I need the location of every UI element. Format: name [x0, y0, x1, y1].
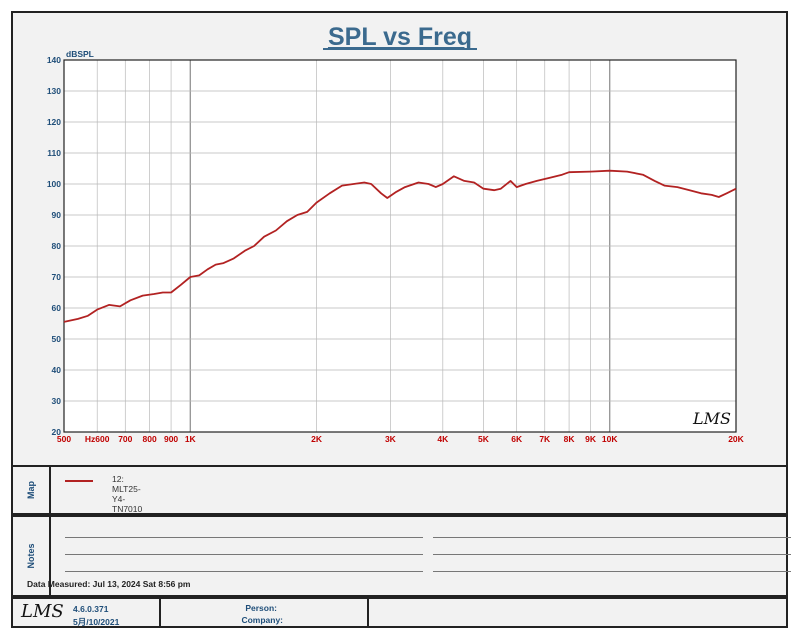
note-line: [65, 537, 423, 538]
x-tick-label: 20K: [728, 434, 744, 444]
footer-panel: LMS 4.6.0.371 5月/10/2021 Person: Company…: [11, 597, 788, 628]
legend-entry: 12: MLT25-Y4-TN7010: [112, 474, 143, 514]
y-tick-label: 20: [52, 427, 62, 437]
y-tick-label: 120: [47, 117, 61, 127]
note-line: [65, 554, 423, 555]
y-tick-label: 50: [52, 334, 62, 344]
footer-version-cell: LMS 4.6.0.371 5月/10/2021: [13, 599, 161, 627]
map-panel: Map 12: MLT25-Y4-TN7010: [11, 465, 788, 515]
y-tick-label: 100: [47, 179, 61, 189]
y-tick-label: 90: [52, 210, 62, 220]
x-tick-label: 700: [118, 434, 132, 444]
y-tick-label: 130: [47, 86, 61, 96]
x-tick-label: 1K: [185, 434, 197, 444]
x-tick-label: Hz600: [85, 434, 110, 444]
x-tick-label: 7K: [539, 434, 551, 444]
footer-person-cell: Person: Company:: [161, 599, 369, 626]
version-date: 5月/10/2021: [73, 617, 120, 627]
x-tick-label: 8K: [564, 434, 576, 444]
plot-border: [63, 59, 737, 433]
y-tick-label: 110: [47, 148, 61, 158]
x-tick-label: 3K: [385, 434, 397, 444]
legend-swatch: [65, 480, 93, 482]
x-tick-label: 2K: [311, 434, 323, 444]
note-line: [433, 537, 791, 538]
x-tick-label: 10K: [602, 434, 618, 444]
series-line: [63, 169, 737, 323]
y-tick-label: 30: [52, 396, 62, 406]
person-label: Person:: [245, 603, 277, 613]
x-tick-label: 800: [143, 434, 157, 444]
x-tick-label: 500: [57, 434, 71, 444]
x-tick-label: 900: [164, 434, 178, 444]
y-tick-label: 80: [52, 241, 62, 251]
note-line: [65, 571, 423, 572]
x-tick-label: 4K: [437, 434, 449, 444]
lms-logo: LMS: [21, 601, 64, 622]
data-measured: Data Measured: Jul 13, 2024 Sat 8:56 pm: [27, 579, 191, 589]
y-tick-label: 70: [52, 272, 62, 282]
footer-blank-cell: [369, 599, 786, 626]
note-line: [433, 571, 791, 572]
x-tick-label: 6K: [511, 434, 523, 444]
chart-title: SPL vs Freq: [328, 23, 472, 51]
x-tick-label: 9K: [585, 434, 597, 444]
spl-chart: 20 30 40 50 60 70 80 90 100 110 120 130 140 500 Hz600 7…: [47, 23, 745, 444]
note-line: [433, 554, 791, 555]
notes-panel: Notes Data Measured: Jul 13, 2024 Sat 8:…: [11, 515, 791, 597]
map-label: Map: [13, 467, 51, 513]
y-axis-label: dBSPL: [66, 49, 94, 59]
notes-label: Notes: [13, 517, 51, 595]
version: 4.6.0.371: [73, 604, 109, 614]
y-tick-label: 40: [52, 365, 62, 375]
y-tick-label: 140: [47, 55, 61, 65]
x-tick-label: 5K: [478, 434, 490, 444]
y-tick-label: 60: [52, 303, 62, 313]
company-label: Company:: [241, 615, 283, 625]
lms-watermark: LMS: [692, 409, 731, 428]
